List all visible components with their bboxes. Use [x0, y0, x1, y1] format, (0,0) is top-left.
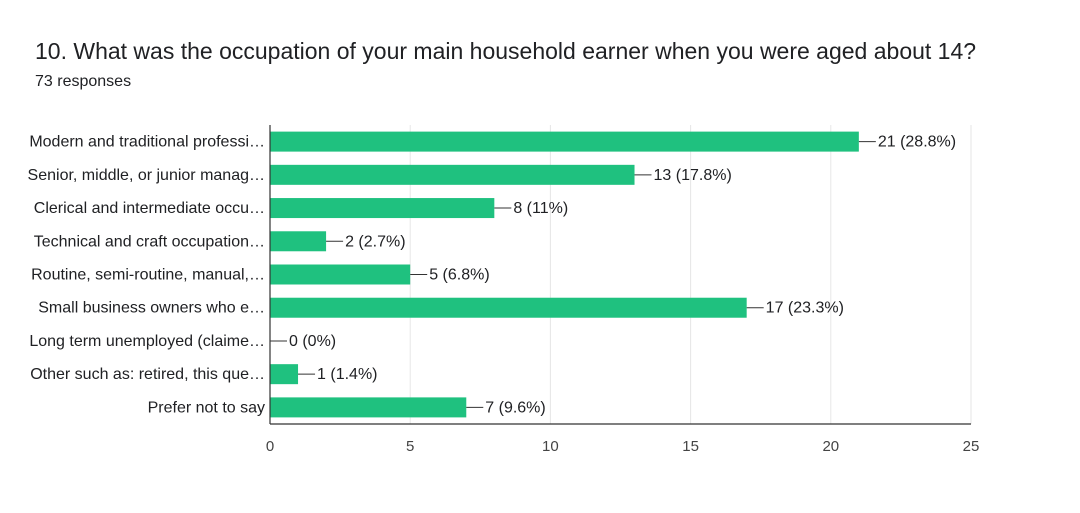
value-label: 7 (9.6%): [485, 399, 545, 416]
bar: [270, 198, 495, 219]
question-title: 10. What was the occupation of your main…: [35, 38, 977, 64]
response-count: 73 responses: [35, 73, 132, 90]
value-label: 13 (17.8%): [654, 167, 732, 184]
category-label: Routine, semi-routine, manual,…: [31, 267, 265, 284]
value-label: 8 (11%): [513, 200, 568, 217]
category-label: Modern and traditional professi…: [29, 134, 265, 151]
value-label: 1 (1.4%): [317, 366, 377, 383]
bar: [270, 364, 299, 385]
x-tick-label: 5: [406, 438, 414, 455]
bar: [270, 231, 327, 252]
x-tick-label: 25: [963, 438, 980, 455]
value-label: 2 (2.7%): [345, 233, 405, 250]
value-label: 21 (28.8%): [878, 134, 956, 151]
x-tick-label: 20: [822, 438, 839, 455]
category-label: Senior, middle, or junior manag…: [28, 167, 265, 184]
value-label: 0 (0%): [289, 333, 336, 350]
x-tick-label: 0: [266, 438, 274, 455]
category-label: Small business owners who e…: [38, 300, 265, 317]
value-label: 17 (23.3%): [766, 300, 844, 317]
category-label: Other such as: retired, this que…: [30, 366, 265, 383]
bar: [270, 164, 635, 185]
category-label: Technical and craft occupation…: [34, 233, 265, 250]
bar: [270, 297, 747, 318]
bar: [270, 397, 467, 418]
category-label: Clerical and intermediate occu…: [34, 200, 265, 217]
category-label: Prefer not to say: [148, 399, 265, 416]
value-label: 5 (6.8%): [429, 267, 489, 284]
category-label: Long term unemployed (claime…: [29, 333, 265, 350]
bar: [270, 264, 411, 285]
x-tick-label: 15: [682, 438, 699, 455]
x-tick-label: 10: [542, 438, 559, 455]
bar: [270, 131, 859, 152]
